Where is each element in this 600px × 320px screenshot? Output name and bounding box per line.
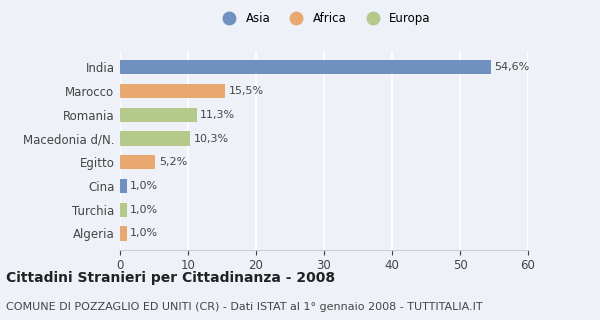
Text: 10,3%: 10,3% <box>193 133 229 144</box>
Bar <box>120 132 190 146</box>
Text: Cittadini Stranieri per Cittadinanza - 2008: Cittadini Stranieri per Cittadinanza - 2… <box>6 271 335 284</box>
Bar <box>120 155 155 169</box>
Bar <box>120 179 127 193</box>
Text: 1,0%: 1,0% <box>130 205 158 215</box>
Text: COMUNE DI POZZAGLIO ED UNITI (CR) - Dati ISTAT al 1° gennaio 2008 - TUTTITALIA.I: COMUNE DI POZZAGLIO ED UNITI (CR) - Dati… <box>6 302 482 312</box>
Bar <box>120 60 491 75</box>
Bar <box>120 108 197 122</box>
Text: 5,2%: 5,2% <box>159 157 187 167</box>
Text: 11,3%: 11,3% <box>200 110 235 120</box>
Bar <box>120 84 226 98</box>
Text: 1,0%: 1,0% <box>130 181 158 191</box>
Text: 54,6%: 54,6% <box>494 62 530 72</box>
Legend: Asia, Africa, Europa: Asia, Africa, Europa <box>212 7 436 29</box>
Bar <box>120 203 127 217</box>
Text: 1,0%: 1,0% <box>130 228 158 238</box>
Bar <box>120 226 127 241</box>
Text: 15,5%: 15,5% <box>229 86 264 96</box>
